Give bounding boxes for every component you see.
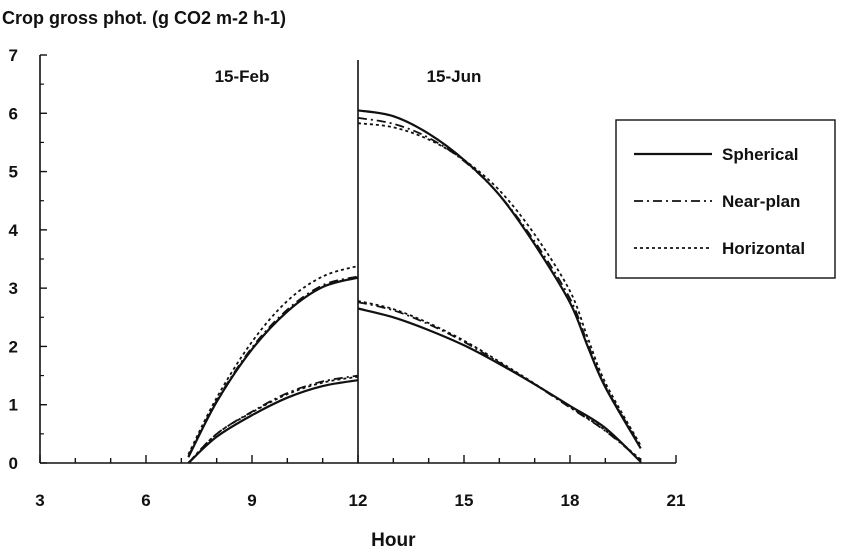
series-spherical	[187, 109, 642, 464]
y-tick-label: 0	[9, 454, 18, 473]
series-line	[357, 117, 642, 448]
series-line	[187, 375, 359, 464]
series-line	[187, 379, 359, 464]
x-tick-label: 15	[455, 491, 474, 510]
series-horizontal	[187, 122, 642, 464]
y-tick-label: 2	[9, 337, 18, 356]
chart-title: Crop gross phot. (g CO2 m-2 h-1)	[2, 8, 286, 28]
x-tick-label: 12	[349, 491, 368, 510]
x-tick-label: 3	[35, 491, 44, 510]
legend-label: Spherical	[722, 145, 799, 164]
y-tick-label: 5	[9, 163, 18, 182]
series-near-plan	[187, 117, 642, 464]
x-tick-label: 6	[141, 491, 150, 510]
y-tick-label: 1	[9, 396, 18, 415]
y-tick-label: 6	[9, 104, 18, 123]
x-ticks: 3 6 9 12 15 18 21	[35, 455, 685, 510]
y-tick-label: 7	[9, 46, 18, 65]
legend-label: Near-plan	[722, 192, 800, 211]
series-line	[357, 300, 642, 461]
y-tick-label: 3	[9, 279, 18, 298]
series-line	[187, 276, 359, 458]
series-line	[357, 122, 642, 446]
series-line	[187, 275, 359, 457]
x-tick-label: 21	[667, 491, 686, 510]
y-ticks: 0 1 2 3 4 5 6 7	[9, 46, 47, 473]
series-line	[357, 301, 642, 461]
panel-labels: 15-Feb 15-Jun	[215, 67, 482, 86]
series-layer	[187, 109, 642, 464]
panel-label: 15-Jun	[427, 67, 482, 86]
series-line	[187, 265, 359, 455]
x-tick-label: 9	[247, 491, 256, 510]
legend-box	[615, 119, 836, 279]
panel-label: 15-Feb	[215, 67, 270, 86]
x-axis-label: Hour	[371, 530, 416, 551]
series-line	[187, 374, 359, 464]
x-tick-label: 18	[561, 491, 580, 510]
legend-label: Horizontal	[722, 239, 805, 258]
y-tick-label: 4	[9, 221, 19, 240]
series-line	[357, 307, 642, 463]
legend: Spherical Near-plan Horizontal	[615, 119, 836, 279]
series-line	[357, 109, 642, 449]
